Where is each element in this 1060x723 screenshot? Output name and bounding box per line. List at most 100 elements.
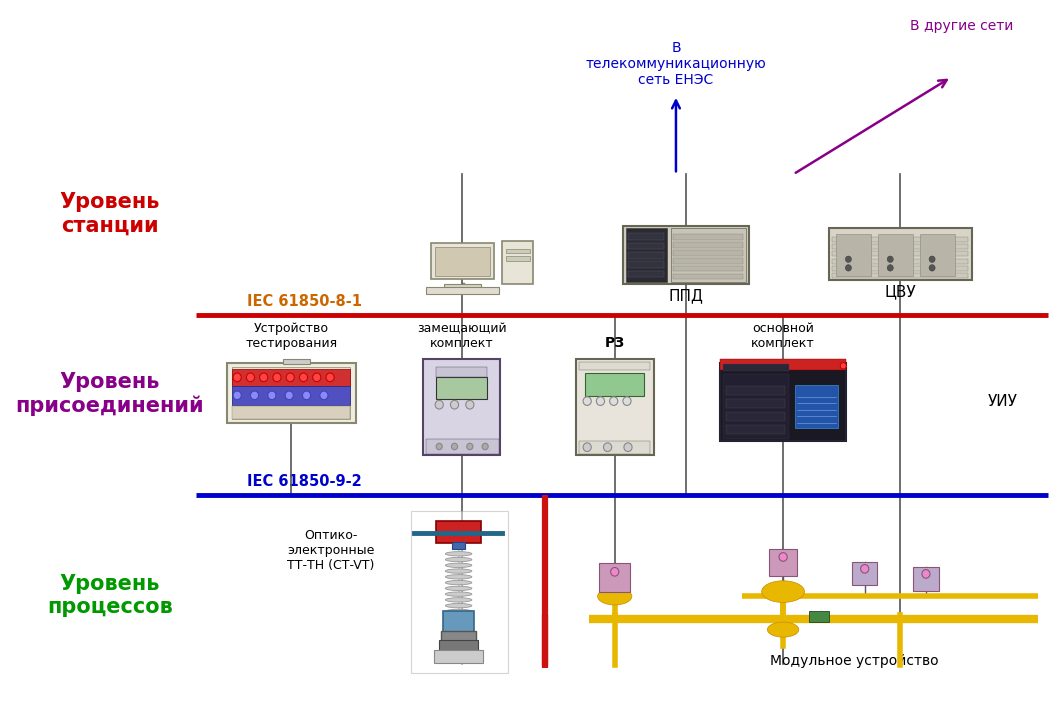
FancyBboxPatch shape: [914, 567, 939, 591]
FancyBboxPatch shape: [628, 262, 664, 268]
Ellipse shape: [603, 443, 612, 452]
Ellipse shape: [482, 443, 489, 450]
FancyBboxPatch shape: [436, 247, 490, 275]
Text: УИУ: УИУ: [988, 393, 1018, 408]
Ellipse shape: [445, 609, 472, 614]
FancyBboxPatch shape: [832, 244, 968, 249]
FancyBboxPatch shape: [283, 359, 310, 364]
Text: В
телекоммуникационную
сеть ЕНЭС: В телекоммуникационную сеть ЕНЭС: [585, 41, 766, 87]
Ellipse shape: [841, 362, 846, 369]
FancyBboxPatch shape: [227, 363, 355, 423]
Text: Устройство
тестирования: Устройство тестирования: [245, 322, 337, 350]
FancyBboxPatch shape: [232, 369, 351, 386]
FancyBboxPatch shape: [441, 631, 476, 643]
FancyBboxPatch shape: [426, 440, 499, 454]
Ellipse shape: [845, 265, 851, 271]
FancyBboxPatch shape: [829, 228, 972, 280]
Ellipse shape: [436, 401, 443, 409]
FancyBboxPatch shape: [673, 242, 743, 248]
FancyBboxPatch shape: [723, 374, 790, 439]
Text: В другие сети: В другие сети: [909, 20, 1013, 33]
Ellipse shape: [922, 570, 930, 578]
FancyBboxPatch shape: [726, 399, 785, 408]
FancyBboxPatch shape: [444, 284, 481, 289]
FancyBboxPatch shape: [410, 510, 508, 672]
FancyBboxPatch shape: [232, 367, 351, 419]
Ellipse shape: [611, 568, 619, 576]
FancyBboxPatch shape: [720, 363, 846, 441]
Ellipse shape: [452, 443, 458, 450]
Ellipse shape: [436, 443, 442, 450]
FancyBboxPatch shape: [673, 266, 743, 271]
FancyBboxPatch shape: [726, 412, 785, 421]
Ellipse shape: [450, 401, 459, 409]
FancyBboxPatch shape: [809, 611, 829, 623]
FancyBboxPatch shape: [673, 250, 743, 256]
FancyBboxPatch shape: [673, 273, 743, 279]
Ellipse shape: [233, 373, 242, 382]
Ellipse shape: [623, 397, 631, 406]
FancyBboxPatch shape: [436, 377, 488, 399]
Ellipse shape: [445, 592, 472, 596]
Ellipse shape: [260, 373, 268, 382]
Ellipse shape: [445, 563, 472, 568]
Ellipse shape: [445, 581, 472, 585]
Text: основной
комплект: основной комплект: [752, 322, 815, 350]
Ellipse shape: [845, 256, 851, 262]
FancyBboxPatch shape: [506, 257, 530, 261]
FancyBboxPatch shape: [436, 367, 488, 377]
FancyBboxPatch shape: [502, 241, 533, 283]
Ellipse shape: [268, 391, 276, 400]
FancyBboxPatch shape: [795, 385, 838, 428]
FancyBboxPatch shape: [720, 359, 846, 370]
FancyBboxPatch shape: [628, 270, 664, 277]
Text: Уровень
процессов: Уровень процессов: [47, 574, 173, 617]
FancyBboxPatch shape: [673, 258, 743, 264]
FancyBboxPatch shape: [435, 649, 483, 662]
FancyBboxPatch shape: [443, 612, 474, 633]
FancyBboxPatch shape: [726, 425, 785, 434]
FancyBboxPatch shape: [628, 243, 664, 249]
Ellipse shape: [597, 397, 604, 406]
FancyBboxPatch shape: [832, 266, 968, 270]
FancyBboxPatch shape: [832, 237, 968, 242]
FancyBboxPatch shape: [852, 562, 878, 586]
Ellipse shape: [445, 557, 472, 562]
FancyBboxPatch shape: [723, 364, 790, 371]
Ellipse shape: [286, 373, 295, 382]
FancyBboxPatch shape: [673, 234, 743, 240]
Ellipse shape: [887, 265, 894, 271]
FancyBboxPatch shape: [920, 234, 954, 275]
FancyBboxPatch shape: [878, 234, 913, 275]
FancyBboxPatch shape: [623, 226, 749, 283]
FancyBboxPatch shape: [832, 259, 968, 264]
Text: Модульное устройство: Модульное устройство: [771, 654, 939, 668]
FancyBboxPatch shape: [628, 234, 664, 240]
Text: Уровень
станции: Уровень станции: [59, 192, 160, 236]
FancyBboxPatch shape: [599, 563, 630, 592]
Ellipse shape: [762, 581, 805, 602]
Ellipse shape: [445, 575, 472, 579]
FancyBboxPatch shape: [585, 373, 644, 396]
Ellipse shape: [598, 588, 632, 605]
Text: РЗ: РЗ: [604, 336, 624, 350]
Ellipse shape: [465, 401, 474, 409]
Ellipse shape: [285, 391, 294, 400]
Ellipse shape: [767, 622, 799, 637]
FancyBboxPatch shape: [579, 362, 651, 370]
FancyBboxPatch shape: [832, 252, 968, 257]
Text: IEC 61850-9-2: IEC 61850-9-2: [247, 474, 363, 489]
FancyBboxPatch shape: [832, 273, 968, 278]
FancyBboxPatch shape: [439, 641, 478, 651]
Ellipse shape: [445, 569, 472, 573]
Ellipse shape: [250, 391, 259, 400]
FancyBboxPatch shape: [436, 521, 481, 543]
FancyBboxPatch shape: [628, 252, 664, 259]
Ellipse shape: [302, 391, 311, 400]
Ellipse shape: [583, 397, 591, 406]
FancyBboxPatch shape: [426, 286, 499, 294]
Text: замещающий
комплект: замещающий комплект: [417, 322, 507, 350]
FancyBboxPatch shape: [768, 549, 797, 576]
FancyBboxPatch shape: [232, 386, 351, 405]
FancyBboxPatch shape: [431, 243, 494, 278]
